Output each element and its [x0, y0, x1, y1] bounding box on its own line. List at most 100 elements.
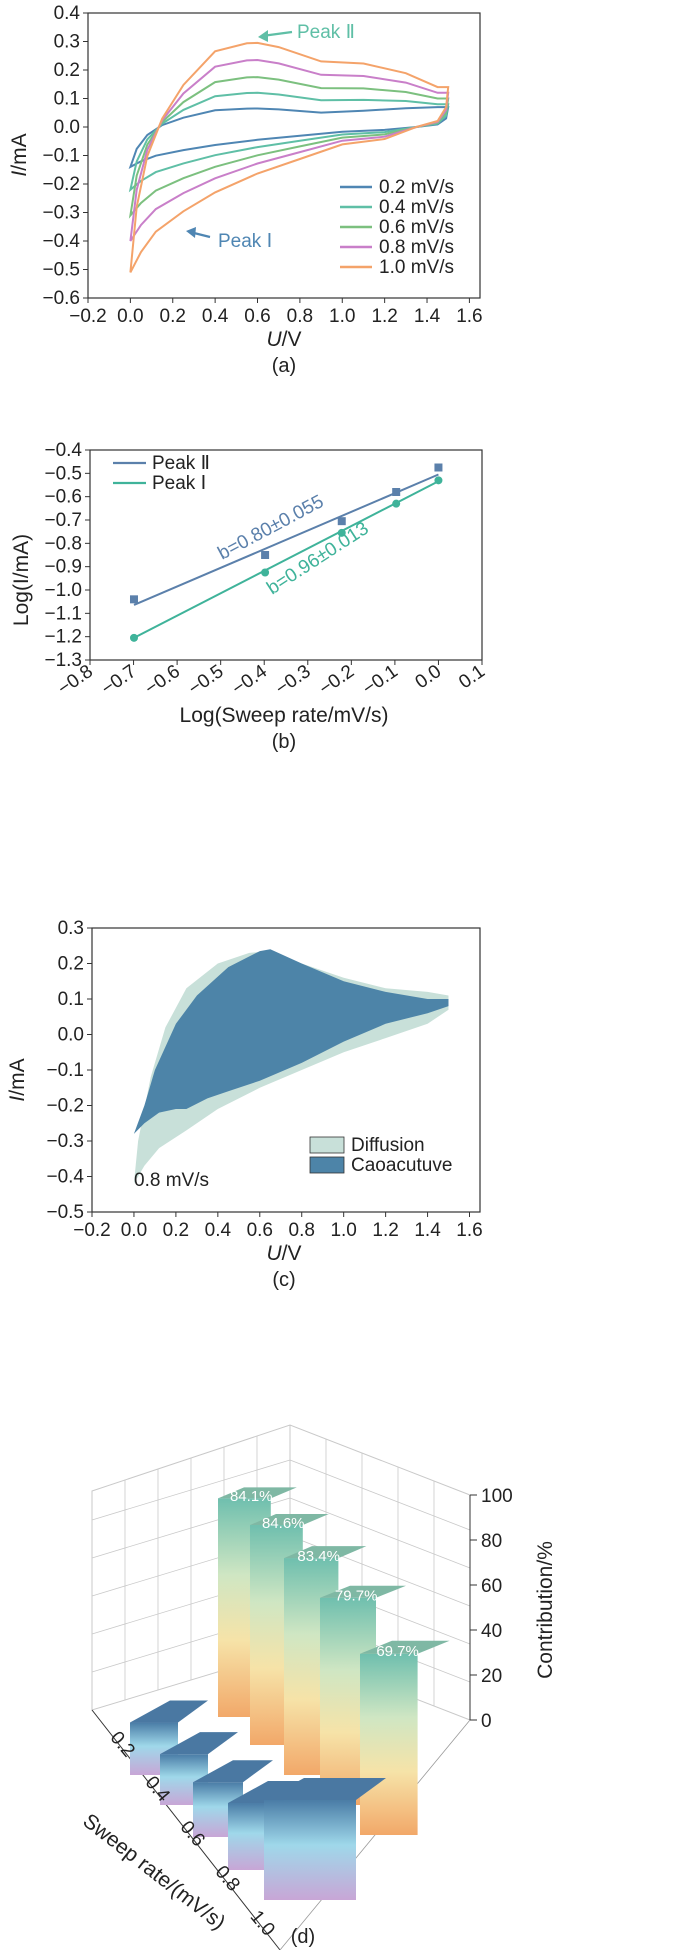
- cv-curve-08mVs: [129, 58, 450, 242]
- y-tick-label: −0.1: [46, 1060, 84, 1081]
- y-tick-label: −0.4: [46, 1167, 84, 1188]
- x-axis-label: U/V: [266, 328, 301, 351]
- x-axis-label: U/V: [266, 1242, 301, 1265]
- legend-label: 0.6 mV/s: [379, 217, 454, 238]
- y-tick-label: −0.3: [46, 1131, 84, 1152]
- capacitive-area: [133, 949, 449, 1134]
- legend-label: Diffusion: [351, 1135, 425, 1156]
- x-tick-label: 1.6: [456, 306, 482, 327]
- y-tick-label: 0.2: [58, 954, 84, 975]
- y-tick-label: 0.1: [58, 989, 84, 1010]
- chart-a: −0.2 0.0 0.2 0.4 0.6 0.8 1.0 1.2 1.4 1.6 −0.6 −0.5 −…: [8, 3, 483, 377]
- x-tick-label: 1.0: [330, 1220, 356, 1241]
- data-point: [129, 633, 138, 642]
- x-tick-label: 0.8: [289, 1220, 315, 1241]
- cv-curve-10mVs: [129, 41, 450, 273]
- z-tick-label: 20: [481, 1666, 502, 1687]
- x-tick-label: 1.0: [329, 306, 355, 327]
- x-tick-label: −0.6: [141, 661, 184, 700]
- x-tick-label: 0.4: [202, 306, 229, 327]
- y-tick-label: −1.1: [44, 603, 82, 624]
- fit-line-peak-ii: [133, 473, 439, 606]
- chart-c: −0.2 0.0 0.2 0.4 0.6 0.8 1.0 1.2 1.4 1.6 −0.5 −0.4 −…: [6, 918, 483, 1291]
- y-tick-label: −0.4: [44, 440, 82, 461]
- bar-top: [193, 1760, 273, 1783]
- y-tick-label: −0.6: [44, 487, 82, 508]
- bar-top: [264, 1778, 386, 1801]
- data-point: [392, 499, 401, 508]
- bar-value-label: 84.1%: [230, 1488, 273, 1505]
- x-tick-label: 0.6: [244, 306, 270, 327]
- legend-label: Peak Ⅰ: [152, 473, 206, 494]
- peak-ii-annotation: Peak Ⅱ: [297, 22, 355, 43]
- y-tick-label: −0.5: [44, 463, 82, 484]
- y-tick-label: −0.4: [42, 231, 80, 252]
- bar-top: [320, 1585, 406, 1598]
- x-tick-label: 1.2: [371, 306, 397, 327]
- x-tick-label: 0.4: [205, 1220, 232, 1241]
- x-tick-label: −0.5: [185, 661, 228, 700]
- z-tick-label: 0: [481, 1711, 492, 1732]
- y-axis-label: I/mA: [6, 1058, 29, 1101]
- z-tick-label: 100: [481, 1486, 513, 1507]
- y-tick-label: −0.1: [42, 146, 80, 167]
- y-tick-label: 0.4: [54, 3, 81, 24]
- x-tick-label: 0.6: [247, 1220, 273, 1241]
- grid-line: [289, 1459, 471, 1531]
- legend-label: Caoacutuve: [351, 1155, 452, 1176]
- z-axis-label: Contribution/%: [534, 1541, 557, 1679]
- y-tick-label: −0.6: [42, 288, 80, 309]
- bar-value-label: 69.7%: [376, 1643, 419, 1660]
- fit-line-peak-i: [133, 480, 439, 639]
- y-axis-label: Log(I/mA): [10, 534, 33, 626]
- bar-value-label: 83.4%: [297, 1548, 340, 1565]
- x-tick-label: 1.4: [414, 1220, 441, 1241]
- data-point: [434, 476, 443, 485]
- x-tick-label: −0.3: [272, 661, 315, 700]
- y-tick-label: 0.0: [58, 1025, 84, 1046]
- legend-swatch: [309, 1136, 345, 1154]
- bar-top: [360, 1640, 450, 1654]
- x-tick-label: 0.1: [455, 661, 489, 693]
- x-tick-label: −0.7: [98, 661, 141, 700]
- x-tick-label: 0.0: [117, 306, 143, 327]
- legend-label: 0.4 mV/s: [379, 197, 454, 218]
- bar-top: [250, 1514, 329, 1526]
- x-tick-label: 1.2: [372, 1220, 398, 1241]
- y-tick-label: −0.5: [46, 1202, 84, 1223]
- cv-curve-06mVs: [128, 76, 450, 219]
- x-tick-label: 0.8: [287, 306, 313, 327]
- legend-label: 0.2 mV/s: [379, 177, 454, 198]
- grid-line: [289, 1497, 471, 1569]
- bar-back-row: [360, 1653, 418, 1835]
- x-tick-label: 0.2: [160, 306, 186, 327]
- y-tick-label: 0.3: [54, 32, 80, 53]
- legend-swatch: [309, 1156, 345, 1174]
- bar-top: [130, 1700, 208, 1723]
- x-tick-label: 1.4: [414, 306, 441, 327]
- y-tick-label: −0.8: [44, 533, 82, 554]
- data-point: [392, 488, 401, 496]
- plot-frame: [89, 449, 483, 661]
- x-tick-label: −0.4: [228, 661, 271, 700]
- y-tick-label: −1.0: [44, 580, 82, 601]
- x-tick-label: 1.0: [246, 1907, 279, 1941]
- y-tick-label: −1.2: [44, 627, 82, 648]
- x-axis-label: Log(Sweep rate/mV/s): [180, 704, 389, 727]
- x-tick-label: −0.2: [69, 306, 107, 327]
- y-tick-label: 0.0: [54, 117, 80, 138]
- bar-value-label: 84.6%: [262, 1515, 305, 1532]
- panel-label: (c): [272, 1269, 295, 1291]
- x-tick-label: −0.2: [315, 661, 358, 700]
- panel-label: (a): [272, 355, 296, 377]
- panel-label: (d): [291, 1926, 315, 1948]
- panel-label: (b): [272, 731, 296, 753]
- y-axis-label: I/mA: [8, 133, 31, 176]
- bar-top: [284, 1546, 367, 1559]
- x-tick-label: −0.1: [359, 661, 402, 700]
- legend-label: 1.0 mV/s: [379, 257, 454, 278]
- data-point: [261, 568, 270, 577]
- peak-i-annotation: Peak Ⅰ: [218, 231, 272, 252]
- data-point: [129, 595, 138, 604]
- x-tick-label: 0.0: [121, 1220, 147, 1241]
